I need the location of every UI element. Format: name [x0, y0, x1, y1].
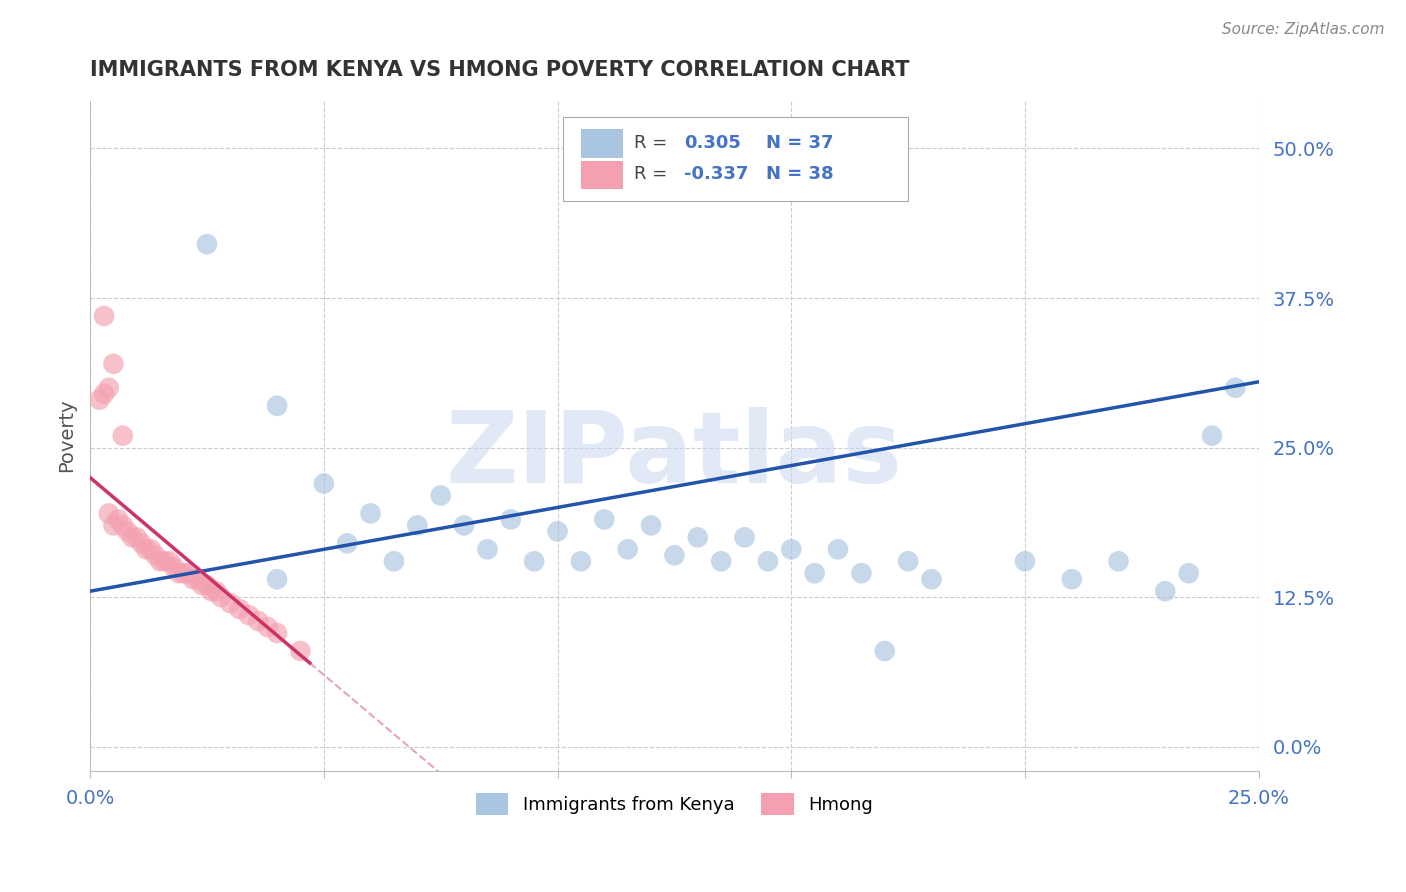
Point: [256, 620, 278, 634]
Point: [266, 399, 288, 413]
Point: [1014, 554, 1036, 568]
Point: [173, 566, 195, 581]
Point: [191, 578, 214, 592]
Point: [159, 554, 181, 568]
Point: [336, 536, 359, 550]
Point: [153, 554, 176, 568]
Text: Source: ZipAtlas.com: Source: ZipAtlas.com: [1222, 22, 1385, 37]
Point: [616, 542, 638, 557]
Text: R =: R =: [634, 134, 672, 152]
Point: [1154, 584, 1177, 599]
Point: [523, 554, 546, 568]
Point: [803, 566, 825, 581]
FancyBboxPatch shape: [564, 118, 908, 201]
Point: [117, 524, 139, 539]
Text: R =: R =: [634, 165, 672, 184]
Point: [177, 566, 200, 581]
Point: [89, 392, 111, 407]
Point: [266, 626, 288, 640]
Point: [163, 560, 186, 574]
Point: [93, 309, 115, 323]
Point: [429, 488, 451, 502]
Point: [1177, 566, 1199, 581]
Point: [167, 566, 190, 581]
Y-axis label: Poverty: Poverty: [58, 399, 76, 473]
Point: [266, 572, 288, 586]
Point: [111, 428, 134, 442]
Text: ZIPatlas: ZIPatlas: [446, 408, 903, 504]
Point: [97, 381, 120, 395]
Point: [593, 512, 616, 526]
Point: [827, 542, 849, 557]
FancyBboxPatch shape: [581, 129, 623, 158]
Point: [780, 542, 803, 557]
Text: N = 38: N = 38: [765, 165, 834, 184]
Point: [195, 237, 218, 252]
Text: -0.337: -0.337: [683, 165, 748, 184]
Point: [1201, 428, 1223, 442]
Point: [135, 542, 157, 557]
Point: [569, 554, 592, 568]
Point: [181, 572, 204, 586]
Point: [209, 590, 232, 604]
Point: [149, 554, 172, 568]
Point: [228, 602, 250, 616]
Point: [312, 476, 335, 491]
Point: [1108, 554, 1130, 568]
Point: [121, 530, 143, 544]
Point: [406, 518, 429, 533]
Point: [107, 512, 129, 526]
Point: [103, 518, 125, 533]
Point: [219, 596, 242, 610]
Point: [290, 644, 312, 658]
Point: [125, 530, 148, 544]
Text: 0.305: 0.305: [683, 134, 741, 152]
Point: [851, 566, 873, 581]
Legend: Immigrants from Kenya, Hmong: Immigrants from Kenya, Hmong: [468, 786, 880, 822]
Point: [201, 584, 224, 599]
Point: [499, 512, 522, 526]
Text: IMMIGRANTS FROM KENYA VS HMONG POVERTY CORRELATION CHART: IMMIGRANTS FROM KENYA VS HMONG POVERTY C…: [90, 60, 910, 79]
Point: [873, 644, 896, 658]
Point: [710, 554, 733, 568]
Point: [897, 554, 920, 568]
Point: [756, 554, 779, 568]
Point: [93, 386, 115, 401]
Point: [131, 536, 153, 550]
Point: [547, 524, 569, 539]
Point: [477, 542, 499, 557]
Point: [360, 507, 382, 521]
Point: [686, 530, 709, 544]
Point: [145, 549, 167, 563]
Point: [921, 572, 943, 586]
Point: [97, 507, 120, 521]
FancyBboxPatch shape: [581, 161, 623, 189]
Point: [103, 357, 125, 371]
Point: [187, 572, 209, 586]
Point: [247, 614, 270, 628]
Point: [205, 584, 228, 599]
Point: [734, 530, 756, 544]
Point: [139, 542, 162, 557]
Point: [640, 518, 662, 533]
Point: [1225, 381, 1247, 395]
Point: [382, 554, 405, 568]
Point: [453, 518, 475, 533]
Point: [664, 549, 686, 563]
Point: [195, 578, 218, 592]
Point: [111, 518, 134, 533]
Point: [238, 608, 260, 623]
Text: N = 37: N = 37: [765, 134, 834, 152]
Point: [1060, 572, 1083, 586]
